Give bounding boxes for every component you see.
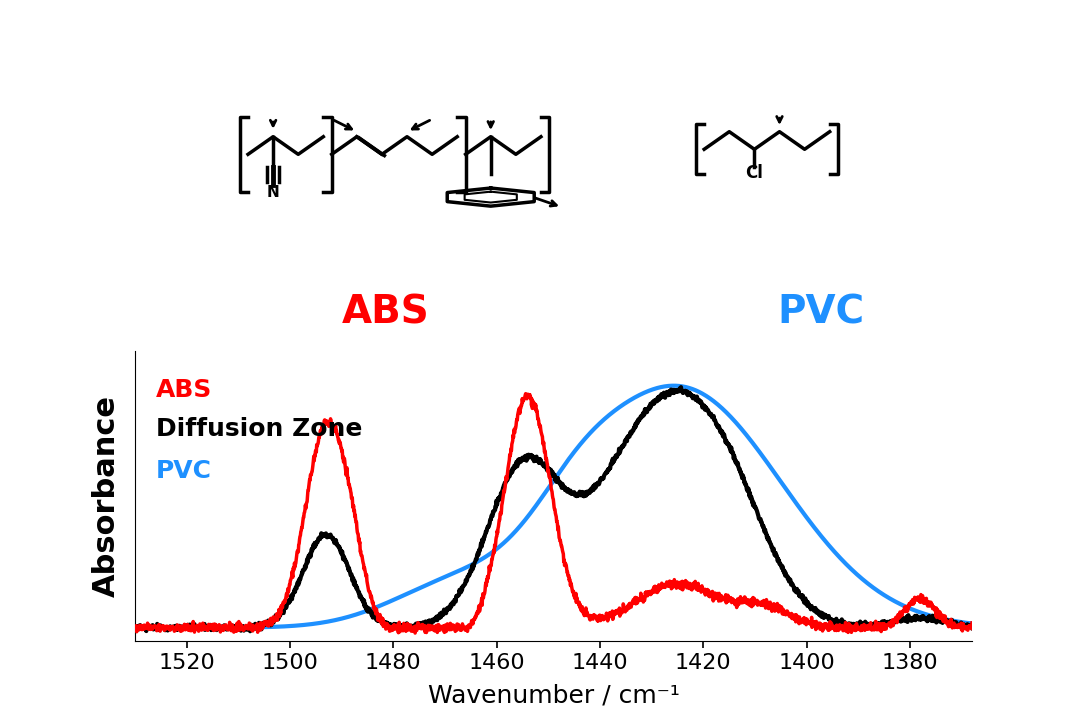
Text: Cl: Cl [745,164,764,182]
Text: ABS: ABS [342,294,430,332]
Text: PVC: PVC [778,294,865,332]
Text: N: N [267,184,280,199]
Y-axis label: Absorbance: Absorbance [92,395,121,597]
Text: ABS: ABS [156,378,212,402]
Text: PVC: PVC [156,459,212,483]
Text: Diffusion Zone: Diffusion Zone [156,418,362,441]
X-axis label: Wavenumber / cm⁻¹: Wavenumber / cm⁻¹ [428,684,679,708]
